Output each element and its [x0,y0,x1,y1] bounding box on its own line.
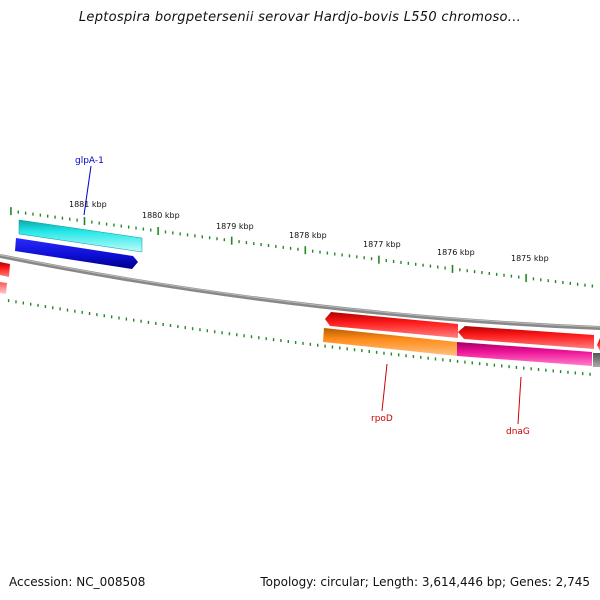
gene-label-dnaG[interactable]: dnaG [506,427,530,437]
map-title: Leptospira borgpetersenii serovar Hardjo… [78,10,522,25]
inner-tick-marks [7,299,591,376]
gene-rpoD[interactable] [323,328,457,356]
glpA-1-leader-line [83,165,92,216]
tick-label-1879: 1879 kbp [216,222,254,231]
gene-left-red[interactable] [0,262,10,277]
gene-red-3[interactable] [597,338,600,351]
tick-label-1877: 1877 kbp [363,240,401,249]
tick-label-1881: 1881 kbp [69,200,107,209]
genome-backbone [0,254,600,330]
gene-cyan[interactable] [18,219,143,253]
tick-labels: 1881 kbp 1880 kbp 1879 kbp 1878 kbp 1877… [69,200,549,263]
genome-summary: Topology: circular; Length: 3,614,446 bp… [260,575,590,589]
rpoD-leader-line [381,363,388,412]
dnaG-leader-line [517,376,522,425]
tick-label-1875: 1875 kbp [511,254,549,263]
gene-gray-edge[interactable] [593,353,600,367]
gene-red-1[interactable] [325,312,458,338]
gene-left-pink[interactable] [0,282,7,294]
outer-tick-marks [10,207,594,288]
accession-label: Accession: NC_008508 [9,575,146,589]
gene-label-rpoD[interactable]: rpoD [371,414,393,424]
gene-dnaG[interactable] [457,342,592,366]
gene-label-glpA-1[interactable]: glpA-1 [75,156,104,166]
gene-red-2[interactable] [458,326,594,349]
tick-label-1876: 1876 kbp [437,248,475,257]
tick-label-1878: 1878 kbp [289,231,327,240]
gene-glpA-1[interactable] [15,238,138,269]
tick-label-1880: 1880 kbp [142,211,180,220]
